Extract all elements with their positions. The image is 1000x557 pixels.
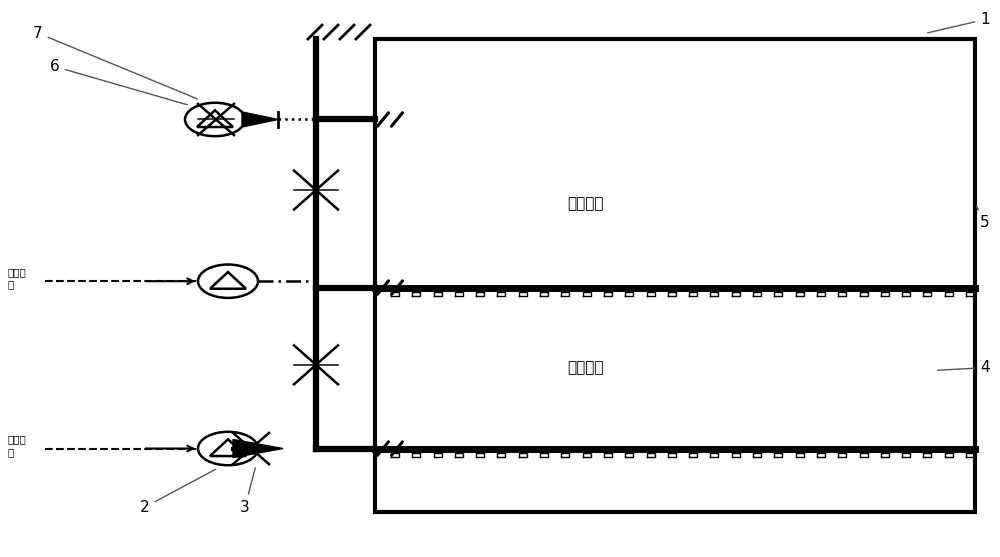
Text: 碳源储
罐: 碳源储 罐 [8, 267, 27, 290]
Text: 5: 5 [976, 206, 990, 230]
Bar [375, 39, 975, 512]
Text: 6: 6 [50, 59, 187, 105]
Text: 悬浮填料: 悬浮填料 [567, 196, 603, 211]
Text: 2: 2 [140, 470, 216, 515]
Polygon shape [242, 112, 278, 127]
Polygon shape [233, 439, 283, 457]
Text: 3: 3 [240, 468, 255, 515]
Text: 悬浮填料: 悬浮填料 [567, 360, 603, 375]
Text: 4: 4 [938, 360, 990, 375]
Text: 7: 7 [33, 26, 197, 99]
Text: 前端工
艺: 前端工 艺 [8, 434, 27, 457]
Bar [375, 290, 975, 442]
Text: 1: 1 [928, 12, 990, 33]
Bar [375, 120, 975, 281]
